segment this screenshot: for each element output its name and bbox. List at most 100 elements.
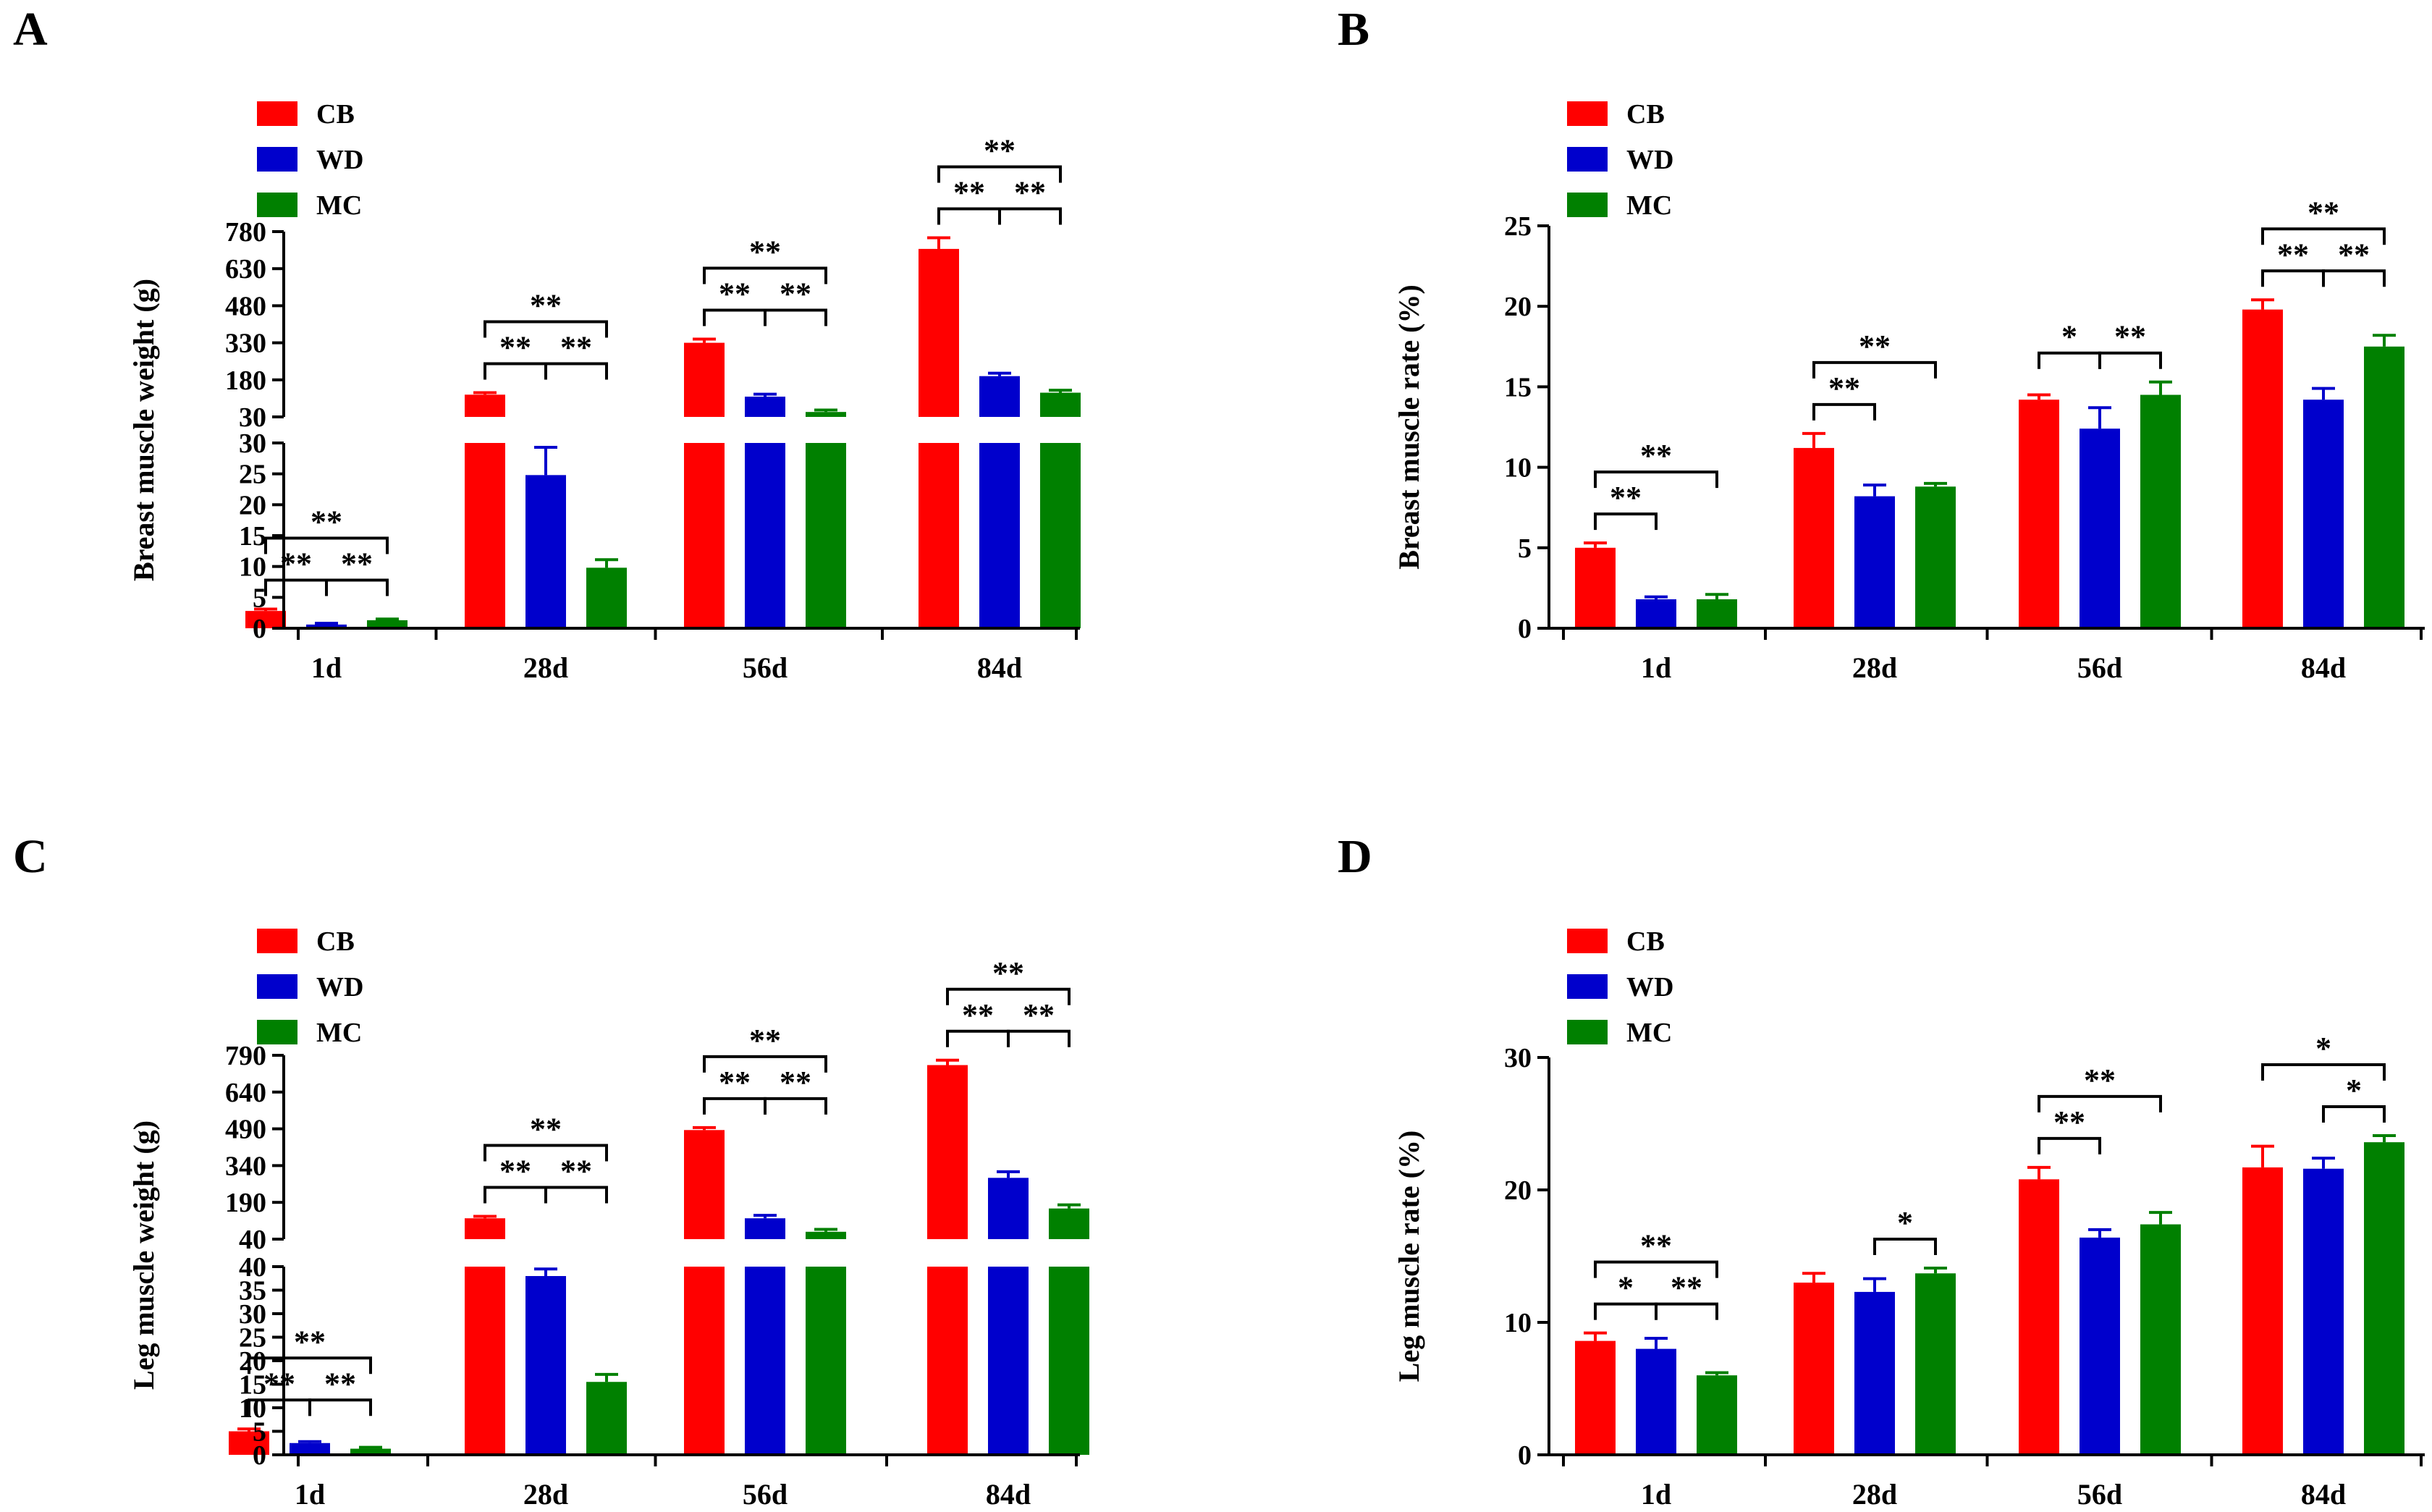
panel-c: C1d 28d 56d 84d4019034049064079005101520253… [13,830,1089,1511]
significance-label: * [2315,1031,2331,1066]
y-axis-label: Leg muscle rate (%) [1393,1131,1425,1382]
panel-d: D 1d 28d 56d 84d 0 10 20 30 Leg muscle rate (%) CB… [1338,830,2425,1511]
y-tick-label: 490 [225,1115,266,1145]
legend-swatch [1567,101,1608,126]
x-tick-label: 28d [523,1478,568,1511]
y-axis-label: Leg muscle weight (g) [127,1120,160,1390]
legend-label: WD [1626,145,1673,175]
x-tick-label: 28d [1852,1478,1897,1511]
significance-label: ** [263,1366,295,1401]
y-tick-label: 25 [239,1323,266,1353]
significance-bracket [264,536,389,554]
legend-swatch [1567,974,1608,999]
significance-label: ** [560,1154,592,1189]
y-tick-label: 480 [225,291,266,321]
significance-bracket [248,1356,372,1374]
bar [306,624,347,628]
legend-swatch [1567,193,1608,217]
bar [1040,443,1081,628]
y-tick-label: 15 [1504,372,1532,402]
bar [988,1267,1029,1455]
significance-bracket [703,1097,767,1115]
y-tick-label: 340 [225,1151,266,1181]
bar [1854,1291,1895,1455]
significance-bracket [264,578,328,596]
panel-letter: C [13,830,48,883]
bar [684,1267,725,1455]
y-tick-label: 30 [239,1299,266,1330]
x-tick-label: 1d [1641,651,1671,684]
bar [2303,400,2344,628]
significance-bracket [937,207,1001,225]
y-tick-label: 0 [1518,1440,1532,1471]
x-tick-label: 28d [1852,651,1897,684]
significance-bracket [946,1029,1010,1047]
bar [1794,1283,1834,1455]
y-tick-label: 40 [239,1252,266,1283]
bar [245,611,286,628]
legend-label: CB [1626,926,1665,957]
significance-label: ** [1023,997,1055,1033]
bar [586,1382,627,1455]
significance-label: ** [2338,237,2370,272]
bar [2019,1179,2059,1455]
y-tick-label: 780 [225,217,266,248]
significance-label: * [1897,1205,1913,1241]
bar [1049,1208,1089,1239]
bar [465,443,505,628]
significance-label: ** [280,546,312,582]
significance-bracket [1007,1029,1071,1047]
significance-label: ** [962,997,994,1033]
legend-swatch [257,101,297,126]
bar [684,342,725,417]
y-tick-label: 20 [239,1346,266,1377]
y-tick-label: 10 [239,552,266,583]
significance-label: ** [719,1065,751,1100]
bar [1915,1273,1956,1455]
significance-label: ** [499,1154,531,1189]
y-tick-label: 30 [239,428,266,459]
bar [919,443,959,628]
x-tick-label: 84d [986,1478,1031,1511]
bar [806,1267,846,1455]
significance-bracket [764,1097,827,1115]
bar [465,1267,505,1455]
bar [806,1231,846,1239]
bar [684,443,725,628]
y-tick-label: 20 [239,490,266,520]
legend-label: CB [1626,99,1665,130]
legend-label: MC [1626,1018,1672,1048]
x-tick-label: 1d [1641,1478,1671,1511]
significance-bracket [2038,1136,2101,1154]
bar [465,394,505,417]
y-tick-label: 10 [1504,1308,1532,1338]
y-tick-label: 25 [239,460,266,490]
bar [1040,392,1081,417]
significance-label: ** [341,546,373,582]
y-tick-label: 20 [1504,292,1532,322]
significance-label: ** [499,330,531,366]
legend-label: CB [316,926,355,957]
legend-swatch [1567,147,1608,172]
bar [745,1267,785,1455]
significance-bracket [764,308,827,326]
y-tick-label: 10 [239,1393,266,1424]
bar [2242,1167,2283,1455]
significance-label: * [2346,1073,2362,1108]
bar [927,1267,968,1455]
bar [1636,599,1676,628]
x-tick-label: 56d [743,1478,788,1511]
bar [745,443,785,628]
legend-label: MC [1626,190,1672,221]
significance-bracket [703,266,827,284]
significance-label: ** [992,955,1024,991]
legend-swatch [257,1020,297,1044]
significance-bracket [2322,1105,2386,1123]
significance-label: ** [2084,1063,2116,1098]
bar [2364,346,2404,628]
bar [979,443,1020,628]
significance-label: ** [294,1324,326,1359]
significance-bracket [937,165,1062,183]
significance-label: ** [2053,1105,2085,1140]
